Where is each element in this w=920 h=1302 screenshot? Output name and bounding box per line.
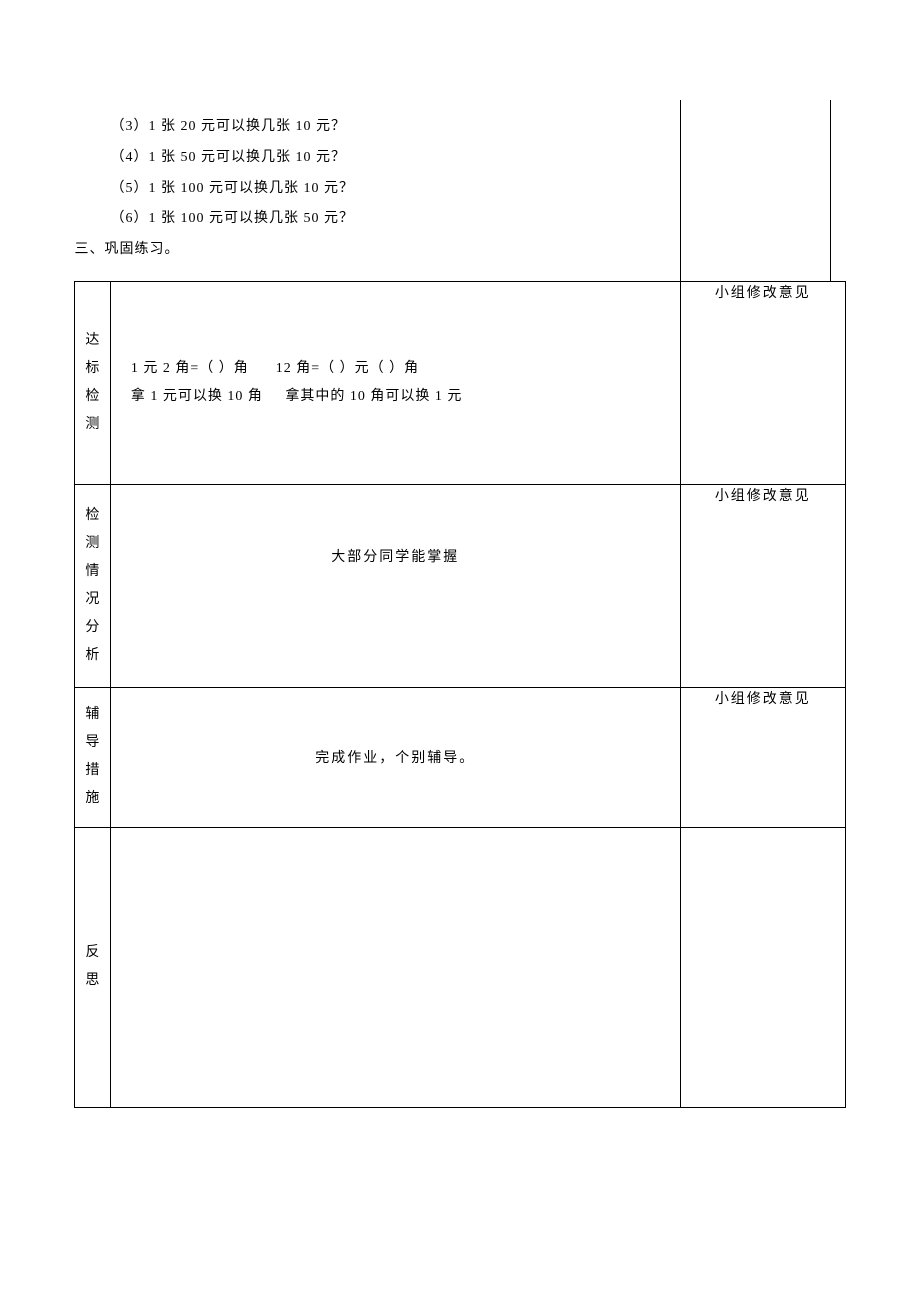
jiance-row: 检 测 情 况 分 析 大部分同学能掌握 小组修改意见 — [75, 484, 846, 687]
lesson-plan-table: （3）1 张 20 元可以换几张 10 元？ （4）1 张 50 元可以换几张 … — [74, 100, 846, 1108]
fansi-row: 反 思 — [75, 827, 846, 1107]
right-body-1 — [681, 302, 845, 318]
dabiao-line-1: 1 元 2 角=（ ）角 12 角=（ ）元（ ）角 — [131, 355, 660, 383]
top-questions-row: （3）1 张 20 元可以换几张 10 元？ （4）1 张 50 元可以换几张 … — [75, 100, 846, 281]
fudao-label: 辅 导 措 施 — [75, 687, 111, 827]
fudao-content: 完成作业，个别辅导。 — [110, 687, 680, 827]
questions-cell: （3）1 张 20 元可以换几张 10 元？ （4）1 张 50 元可以换几张 … — [75, 100, 681, 281]
right-header-1: 小组修改意见 — [681, 282, 845, 302]
question-3: （3）1 张 20 元可以换几张 10 元？ — [75, 112, 670, 143]
jiance-right: 小组修改意见 — [680, 484, 845, 687]
top-right-narrow — [831, 100, 846, 281]
jiance-label: 检 测 情 况 分 析 — [75, 484, 111, 687]
fansi-content — [110, 827, 680, 1107]
fansi-label: 反 思 — [75, 827, 111, 1107]
dabiao-line-2: 拿 1 元可以换 10 角 拿其中的 10 角可以换 1 元 — [131, 383, 660, 411]
fansi-right — [680, 827, 845, 1107]
dabiao-content: 1 元 2 角=（ ）角 12 角=（ ）元（ ）角 拿 1 元可以换 10 角… — [110, 281, 680, 484]
fudao-text: 完成作业，个别辅导。 — [131, 747, 660, 767]
right-header-3: 小组修改意见 — [681, 688, 845, 708]
right-body-2 — [681, 505, 845, 521]
top-right-empty — [680, 100, 831, 281]
fudao-row: 辅 导 措 施 完成作业，个别辅导。 小组修改意见 — [75, 687, 846, 827]
right-header-2: 小组修改意见 — [681, 485, 845, 505]
question-6: （6）1 张 100 元可以换几张 50 元？ — [75, 204, 670, 235]
fudao-right: 小组修改意见 — [680, 687, 845, 827]
jiance-text: 大部分同学能掌握 — [131, 546, 660, 566]
right-body-3 — [681, 708, 845, 724]
jiance-content: 大部分同学能掌握 — [110, 484, 680, 687]
dabiao-row: 达 标 检 测 1 元 2 角=（ ）角 12 角=（ ）元（ ）角 拿 1 元… — [75, 281, 846, 484]
section-3-title: 三、巩固练习。 — [75, 235, 670, 266]
question-4: （4）1 张 50 元可以换几张 10 元？ — [75, 143, 670, 174]
dabiao-right: 小组修改意见 — [680, 281, 845, 484]
dabiao-label: 达 标 检 测 — [75, 281, 111, 484]
question-5: （5）1 张 100 元可以换几张 10 元？ — [75, 174, 670, 205]
